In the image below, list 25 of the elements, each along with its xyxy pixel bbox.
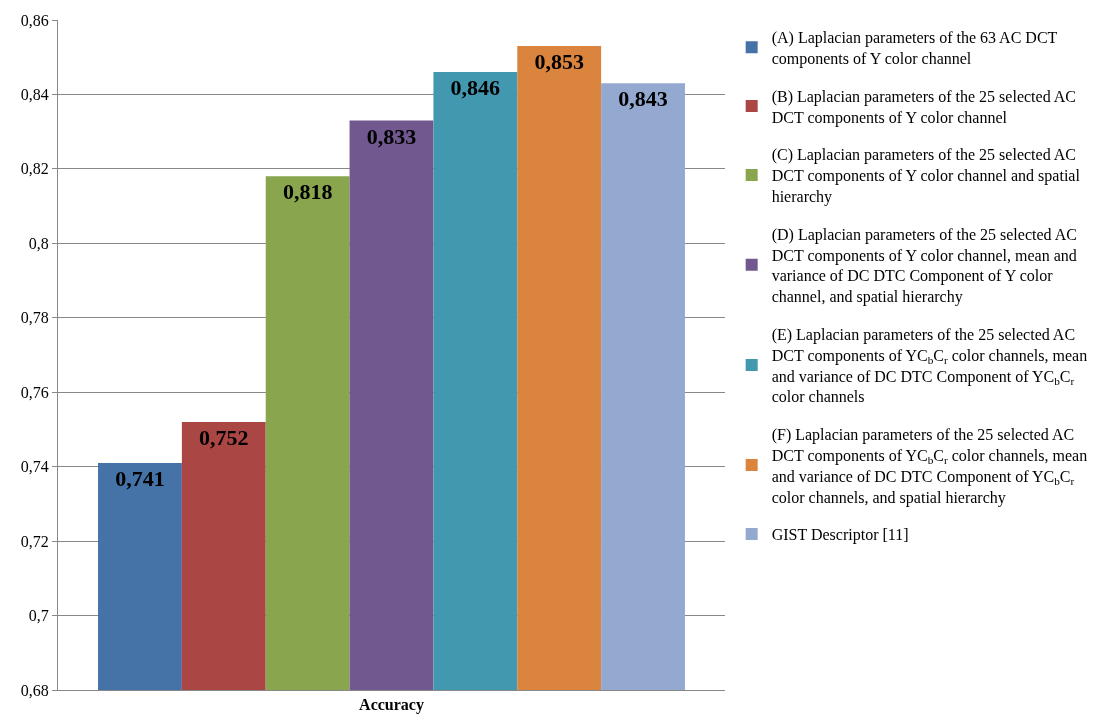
y-tick-label: 0,86 (20, 11, 49, 29)
legend-label: (A) Laplacian parameters of the 63 AC DCT components of Y color channel (771, 29, 1058, 68)
y-tick-label: 0,84 (20, 86, 49, 104)
data-label: 0,741 (115, 465, 165, 491)
data-label: 0,818 (282, 179, 333, 205)
y-tick-label: 0,78 (20, 309, 49, 327)
text: (E) Laplacian parameters of the 25 selected AC DCT components of YC$_{b}$C$_{r}$ color channels, mean and variance of DC DTC Component of YC$_{b}$C$_{r}$ color channels (771, 325, 1088, 406)
legend-label: (C) Laplacian parameters of the 25 selected AC DCT components of Y color channel and spatial hierarchy (771, 146, 1081, 206)
legend-label: (D) Laplacian parameters of the 25 selected AC DCT components of Y color channel, mean and variance of DC DTC Component of Y color channel, and spatial hierarchy (771, 225, 1077, 307)
data-label: 0,846 (450, 75, 501, 101)
x-tick-label: Accuracy (359, 696, 424, 715)
y-tick-label: 0,72 (20, 532, 49, 550)
legend-label: GIST Descriptor [11] (771, 526, 909, 545)
y-tick-label: 0,76 (20, 383, 49, 401)
y-tick-label: 0,74 (20, 458, 49, 476)
text: (F) Laplacian parameters of the 25 selected AC DCT components of YC$_{b}$C$_{r}$ color channels, mean and variance of DC DTC Component of YC$_{b}$C$_{r}$ color channels, and spatial hierarchy (771, 426, 1088, 506)
legend-label: (B) Laplacian parameters of the 25 selected AC DCT components of Y color channel (771, 87, 1076, 127)
data-label: 0,833 (366, 123, 417, 149)
y-tick-label: 0,68 (20, 681, 49, 699)
y-tick-label: 0,82 (20, 160, 49, 178)
data-label: 0,853 (534, 49, 584, 75)
data-label: 0,843 (618, 86, 668, 112)
y-tick-label: 0,7 (28, 607, 49, 625)
y-tick-label: 0,8 (28, 234, 49, 252)
data-label: 0,752 (199, 425, 249, 450)
